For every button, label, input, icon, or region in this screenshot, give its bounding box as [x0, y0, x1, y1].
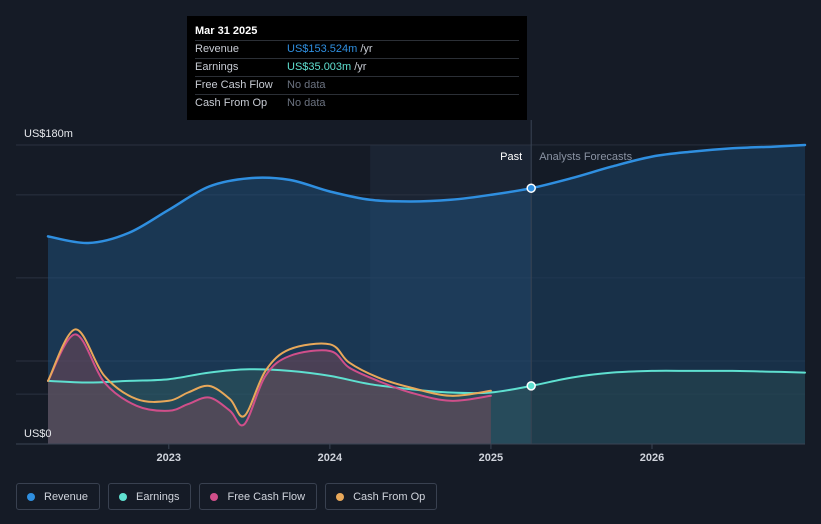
x-tick-label: 2025: [479, 452, 503, 464]
legend-item-cash-from-op[interactable]: Cash From Op: [325, 483, 438, 510]
series-line-earnings: [47, 368, 806, 395]
past-label: Past: [500, 151, 522, 163]
legend-item-earnings[interactable]: Earnings: [108, 483, 192, 510]
legend-label: Cash From Op: [353, 490, 426, 503]
tooltip-row-cash-from-op: Cash From Op No data: [195, 94, 519, 112]
series-line-free-cash-flow: [47, 333, 492, 427]
tooltip-value: No data: [287, 79, 326, 91]
tooltip-date: Mar 31 2025: [195, 25, 258, 37]
tooltip-value: No data: [287, 97, 326, 109]
legend-dot-icon: [210, 492, 219, 501]
tooltip-label: Revenue: [195, 43, 240, 55]
legend-dot-icon: [336, 492, 345, 501]
legend-label: Free Cash Flow: [227, 490, 306, 503]
y-tick-label: US$180m: [24, 128, 73, 140]
legend-dot-icon: [119, 492, 128, 501]
tooltip-label: Cash From Op: [195, 97, 268, 109]
legend-item-free-cash-flow[interactable]: Free Cash Flow: [199, 483, 318, 510]
marker-earnings: [526, 381, 536, 391]
marker-revenue: [526, 183, 536, 193]
legend-item-revenue[interactable]: Revenue: [16, 483, 101, 510]
legend-dot-icon: [27, 492, 35, 501]
tooltip-value: US$35.003m: [287, 61, 352, 73]
area-fill-free-cash-flow: [48, 334, 491, 444]
tooltip-row-revenue: Revenue US$153.524m /yr: [195, 40, 519, 58]
y-tick-label: US$0: [24, 428, 52, 440]
x-tick-label: 2026: [640, 452, 664, 464]
tooltip-value: US$153.524m: [287, 43, 358, 55]
tooltip-row-earnings: Earnings US$35.003m /yr: [195, 58, 519, 76]
forecast-overlay: [531, 145, 805, 444]
forecast-label: Analysts Forecasts: [539, 151, 632, 163]
series-line-revenue: [46, 143, 807, 245]
tooltip: Mar 31 2025 Revenue US$153.524m /yr Earn…: [187, 16, 527, 120]
tooltip-row-free-cash-flow: Free Cash Flow No data: [195, 76, 519, 94]
legend: Revenue Earnings Free Cash Flow Cash Fro…: [16, 483, 438, 510]
legend-label: Revenue: [44, 490, 89, 503]
tooltip-label: Earnings: [195, 61, 239, 73]
tooltip-unit: /yr: [354, 61, 367, 73]
series-line-cash-from-op: [47, 328, 492, 418]
x-tick-label: 2023: [157, 452, 181, 464]
tooltip-label: Free Cash Flow: [195, 79, 273, 91]
legend-label: Earnings: [136, 490, 180, 503]
tooltip-unit: /yr: [360, 43, 373, 55]
x-tick-label: 2024: [318, 452, 343, 464]
